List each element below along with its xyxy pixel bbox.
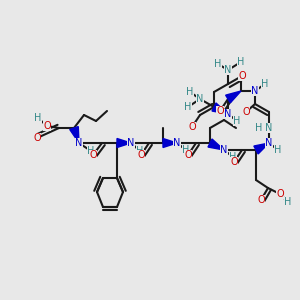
- Polygon shape: [254, 143, 269, 154]
- Text: H: H: [136, 146, 144, 156]
- Polygon shape: [212, 103, 228, 114]
- Text: N: N: [265, 123, 273, 133]
- Text: H: H: [186, 87, 194, 97]
- Polygon shape: [163, 139, 177, 148]
- Text: O: O: [89, 150, 97, 160]
- Text: H: H: [237, 57, 245, 67]
- Text: O: O: [43, 121, 51, 131]
- Text: H: H: [255, 123, 263, 133]
- Text: N: N: [224, 109, 232, 119]
- Text: N: N: [173, 138, 181, 148]
- Polygon shape: [208, 139, 224, 150]
- Polygon shape: [117, 139, 131, 148]
- Polygon shape: [226, 91, 241, 103]
- Text: N: N: [196, 94, 204, 104]
- Polygon shape: [70, 127, 79, 143]
- Text: N: N: [220, 145, 228, 155]
- Text: H: H: [274, 145, 282, 155]
- Text: O: O: [230, 157, 238, 167]
- Text: O: O: [184, 150, 192, 160]
- Text: H: H: [229, 152, 237, 162]
- Text: O: O: [238, 71, 246, 81]
- Text: O: O: [188, 122, 196, 132]
- Text: H: H: [233, 116, 241, 126]
- Text: H: H: [214, 59, 222, 69]
- Text: O: O: [33, 133, 41, 143]
- Text: H: H: [34, 113, 42, 123]
- Text: O: O: [137, 150, 145, 160]
- Text: H: H: [284, 197, 292, 207]
- Text: H: H: [184, 102, 192, 112]
- Text: O: O: [257, 195, 265, 205]
- Text: N: N: [251, 86, 259, 96]
- Text: N: N: [224, 65, 232, 75]
- Text: N: N: [75, 138, 83, 148]
- Text: O: O: [242, 107, 250, 117]
- Text: O: O: [216, 106, 224, 116]
- Text: H: H: [87, 146, 95, 156]
- Text: N: N: [127, 138, 135, 148]
- Text: H: H: [182, 145, 190, 155]
- Text: O: O: [276, 189, 284, 199]
- Text: N: N: [265, 138, 273, 148]
- Text: H: H: [261, 79, 269, 89]
